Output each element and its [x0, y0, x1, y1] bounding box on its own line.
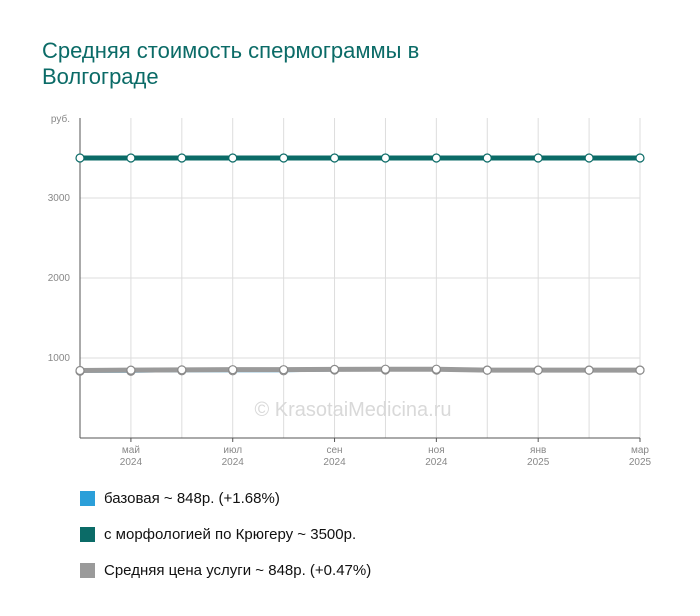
legend-swatch-basic — [80, 490, 95, 506]
data-point-2 — [635, 365, 645, 375]
y-tick-label: 2000 — [48, 273, 71, 284]
data-point-1 — [329, 153, 340, 163]
watermark: © KrasotaiMedicina.ru — [254, 399, 451, 421]
x-tick-label-year: 2024 — [222, 457, 245, 468]
data-point-2 — [482, 365, 492, 375]
data-point-2 — [584, 365, 594, 375]
data-point-1 — [482, 153, 492, 163]
y-axis-unit-label: руб. — [51, 113, 70, 125]
data-point-1 — [584, 153, 594, 163]
data-point-2 — [380, 364, 391, 374]
line-chart: 100020003000руб.май2024июл2024сен2024ноя… — [48, 113, 652, 468]
data-point-2 — [279, 365, 289, 375]
x-tick-label-year: 2025 — [527, 457, 550, 468]
y-tick-label: 3000 — [48, 193, 71, 204]
x-tick-label-month: июл — [223, 445, 242, 456]
chart-title: Средняя стоимость спермограммы в Волгогр… — [42, 38, 420, 89]
legend-item-kruger[interactable]: с морфологией по Крюгеру ~ 3500р. — [80, 524, 371, 544]
legend-swatch-kruger — [80, 526, 95, 542]
data-point-1 — [431, 153, 441, 163]
y-tick-label: 1000 — [48, 353, 71, 364]
data-point-1 — [635, 153, 645, 163]
x-tick-label-year: 2024 — [120, 457, 143, 468]
series-line-2 — [77, 366, 643, 373]
x-tick-label-year: 2024 — [323, 457, 346, 468]
data-point-1 — [126, 153, 136, 163]
x-tick-label-month: ноя — [428, 445, 445, 456]
data-point-2 — [126, 365, 136, 375]
data-point-2 — [228, 365, 238, 375]
data-point-2 — [533, 365, 543, 375]
data-point-2 — [75, 365, 85, 376]
data-point-1 — [75, 153, 85, 163]
legend-label-average: Средняя цена услуги ~ 848р. (+0.47%) — [104, 561, 372, 579]
data-point-1 — [177, 153, 187, 163]
legend-item-basic[interactable]: базовая ~ 848р. (+1.68%) — [80, 488, 371, 508]
data-point-1 — [533, 153, 543, 163]
data-point-2 — [177, 365, 187, 375]
legend-label-kruger: с морфологией по Крюгеру ~ 3500р. — [104, 525, 357, 543]
data-point-1 — [228, 153, 238, 163]
data-point-1 — [279, 153, 289, 163]
x-tick-label-month: янв — [530, 445, 546, 456]
x-tick-label-month: сен — [326, 445, 342, 456]
legend-label-basic: базовая ~ 848р. (+1.68%) — [104, 489, 280, 507]
legend: базовая ~ 848р. (+1.68%) с морфологией п… — [80, 488, 371, 596]
data-point-2 — [431, 364, 441, 374]
x-tick-label-year: 2024 — [425, 457, 448, 468]
data-point-2 — [329, 364, 340, 374]
x-tick-label-year: 2025 — [629, 457, 652, 468]
data-point-1 — [380, 153, 391, 163]
x-tick-label-month: мар — [631, 445, 649, 456]
legend-swatch-average — [80, 562, 95, 578]
legend-item-average[interactable]: Средняя цена услуги ~ 848р. (+0.47%) — [80, 560, 371, 580]
x-tick-label-month: май — [122, 445, 140, 456]
